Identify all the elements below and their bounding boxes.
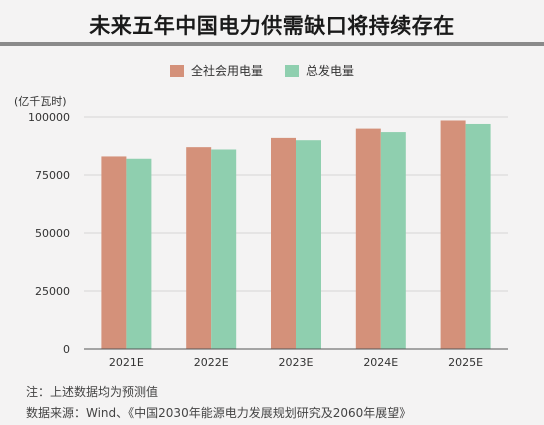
legend-item-consumption: 全社会用电量 xyxy=(170,62,263,79)
data-source: 数据来源：Wind、《中国2030年能源电力发展规划研究及2060年展望》 xyxy=(26,406,412,420)
x-tick-label: 2024E xyxy=(363,356,398,369)
bar-generation xyxy=(380,132,406,349)
bar-consumption xyxy=(355,128,381,349)
bar-consumption xyxy=(186,147,212,349)
y-tick-label: 0 xyxy=(63,343,70,356)
bar-generation xyxy=(465,123,491,350)
y-tick-label: 25000 xyxy=(35,285,70,298)
chart-title: 未来五年中国电力供需缺口将持续存在 xyxy=(89,14,455,38)
legend-swatch-consumption xyxy=(170,64,184,77)
title-underline xyxy=(0,42,544,46)
bar-generation xyxy=(296,140,321,349)
bar-consumption xyxy=(440,120,466,349)
bar-consumption xyxy=(271,137,296,349)
legend-item-generation: 总发电量 xyxy=(285,62,354,79)
y-axis-unit: (亿千瓦时) xyxy=(14,95,67,108)
y-tick-label: 100000 xyxy=(28,111,70,124)
x-tick-label: 2022E xyxy=(194,356,229,369)
legend-label-consumption: 全社会用电量 xyxy=(191,64,264,78)
y-tick-label: 50000 xyxy=(35,227,70,240)
x-tick-label: 2025E xyxy=(448,356,483,369)
bar-generation xyxy=(126,158,152,349)
x-tick-label: 2021E xyxy=(109,356,144,369)
x-tick-label: 2023E xyxy=(279,356,314,369)
chart-legend: 全社会用电量 总发电量 xyxy=(170,62,376,79)
legend-swatch-generation xyxy=(285,64,300,77)
legend-label-generation: 总发电量 xyxy=(306,64,355,78)
footnote: 注：上述数据均为预测值 xyxy=(26,385,159,399)
bar-consumption xyxy=(101,156,127,349)
y-tick-label: 75000 xyxy=(35,169,70,182)
bar-generation xyxy=(211,149,237,349)
